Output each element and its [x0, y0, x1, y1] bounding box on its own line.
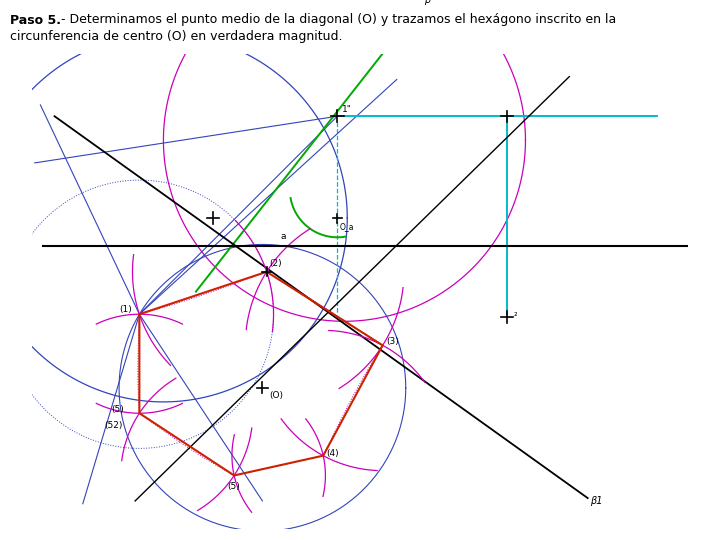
Text: (2): (2)	[269, 259, 282, 268]
Text: (52): (52)	[104, 421, 122, 430]
Text: - Determinamos el punto medio de la diagonal (O) y trazamos el hexágono inscrito: - Determinamos el punto medio de la diag…	[57, 14, 616, 26]
Text: (3): (3)	[386, 337, 399, 346]
Text: β²: β²	[425, 0, 435, 5]
Text: Paso 5.: Paso 5.	[10, 14, 61, 26]
Text: a: a	[281, 232, 287, 241]
Text: (5): (5)	[228, 482, 240, 491]
Text: (O): (O)	[269, 391, 283, 400]
Text: (1): (1)	[119, 305, 132, 314]
Text: O_a: O_a	[340, 222, 354, 231]
Text: circunferencia de centro (O) en verdadera magnitud.: circunferencia de centro (O) en verdader…	[10, 30, 343, 43]
Text: ₂: ₂	[514, 309, 518, 318]
Text: 1": 1"	[342, 105, 352, 114]
Text: β1: β1	[590, 496, 603, 506]
Text: (4): (4)	[327, 449, 339, 458]
Text: (5): (5)	[111, 405, 124, 414]
